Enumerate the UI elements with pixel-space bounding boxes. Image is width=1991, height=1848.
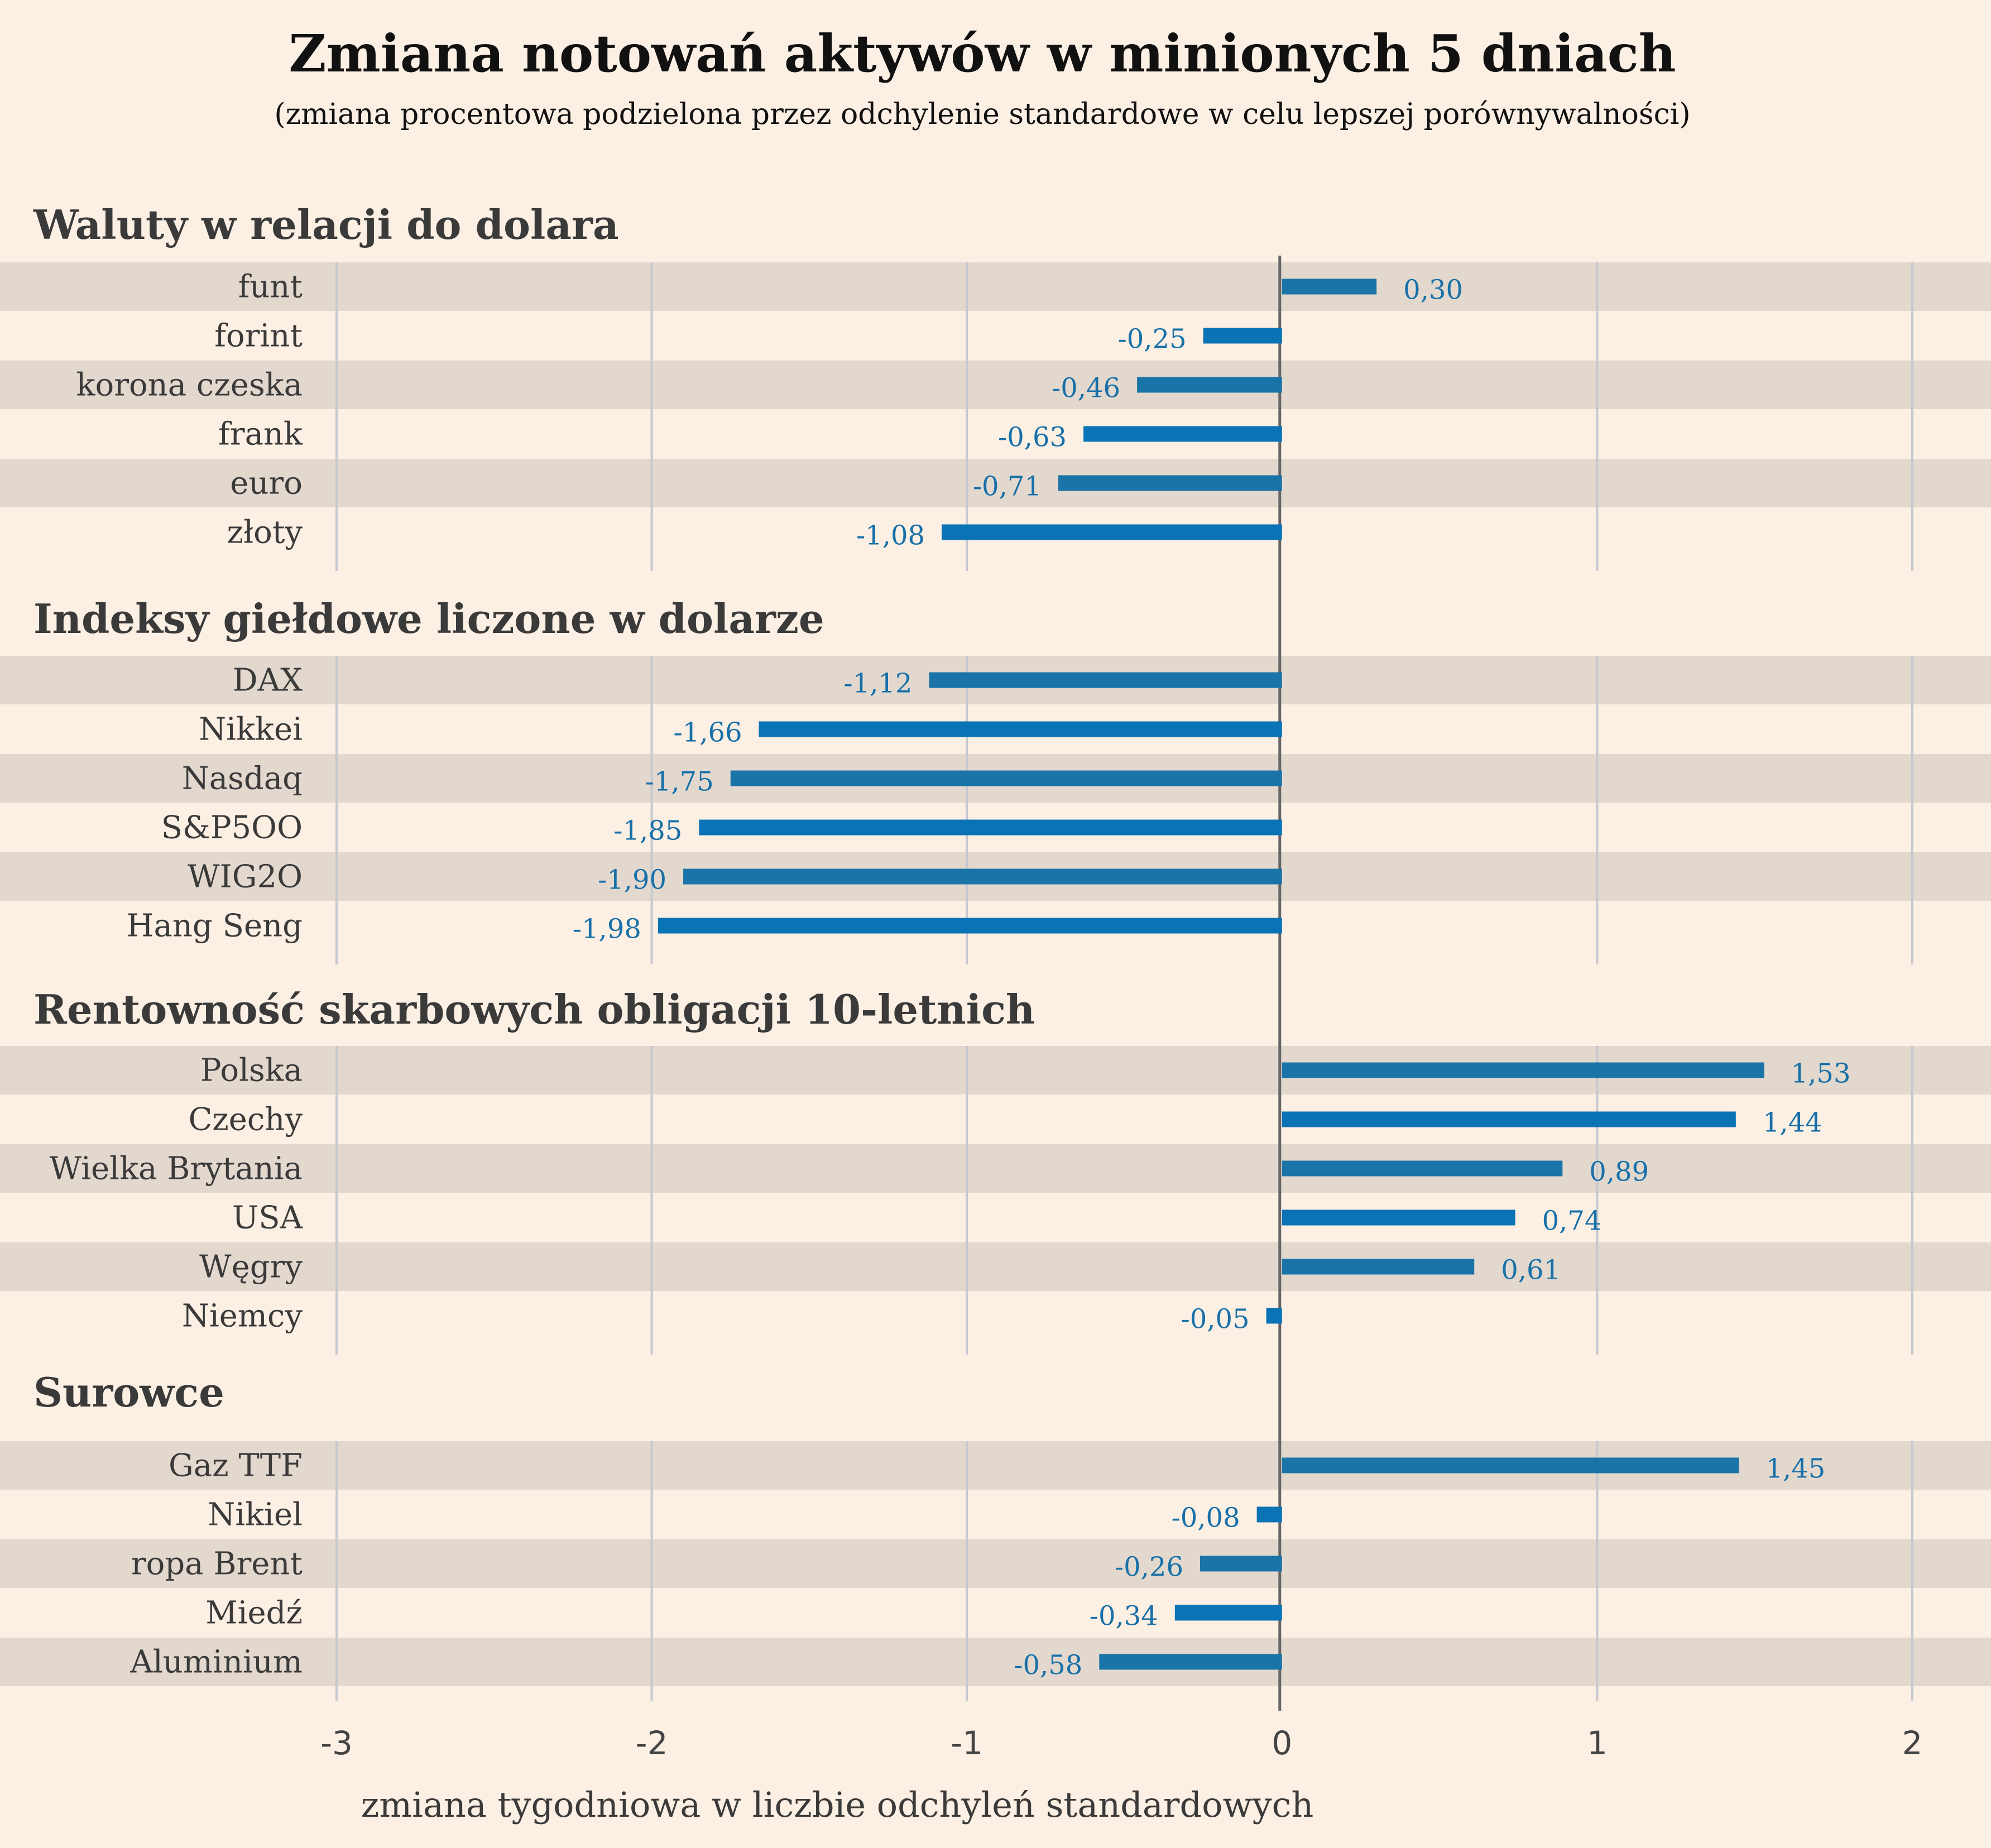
value-label: -0,58 [1014,1650,1082,1681]
value-label: -1,75 [645,766,714,798]
bar [1203,328,1282,344]
category-label: ropa Brent [131,1546,303,1582]
value-label: -1,08 [856,520,925,551]
value-label: 0,89 [1589,1156,1649,1188]
x-tick-label: 1 [1587,1724,1608,1762]
section-heading: Indeksy giełdowe liczone w dolarze [33,595,824,642]
value-label: -0,63 [998,422,1067,453]
bar [1256,1506,1282,1523]
value-label: 0,30 [1403,275,1463,306]
bar [1282,1062,1764,1078]
category-label: Niemcy [182,1298,303,1335]
bar [1282,1209,1515,1226]
category-label: złoty [227,515,303,551]
bar [1099,1654,1282,1670]
category-label: DAX [233,663,303,699]
value-label: 1,45 [1765,1453,1825,1485]
value-label: -1,98 [573,914,641,945]
category-label: Nikkei [199,712,303,748]
x-tick-label: -3 [320,1724,353,1762]
category-label: Wielka Brytania [50,1151,303,1187]
category-label: Hang Seng [127,908,303,944]
category-label: S&P5OO [161,810,303,846]
x-tick-label: 0 [1272,1724,1292,1762]
value-label: 1,44 [1763,1107,1822,1139]
category-label: Gaz TTF [169,1448,303,1484]
bar [1282,1160,1563,1177]
value-label: -0,08 [1172,1503,1240,1534]
value-label: 1,53 [1791,1058,1851,1089]
category-label: USA [232,1200,303,1236]
bars [658,279,1764,1670]
bar [1266,1308,1282,1324]
category-label: funt [238,269,303,305]
x-axis-ticks: -3 -2 -1 0 1 2 [320,1724,1922,1762]
bar [1282,1259,1475,1275]
x-tick-label: -2 [636,1724,668,1762]
section-heading: Surowce [33,1369,224,1416]
bar [929,672,1282,688]
chart-subtitle: (zmiana procentowa podzielona przez odch… [274,98,1690,131]
category-label: Czechy [188,1102,303,1138]
section-heading: Rentowność skarbowych obligacji 10-letni… [33,986,1035,1033]
labels: Waluty w relacji do dolara funt 0,30 forint… [33,201,1851,1681]
category-label: forint [214,318,303,354]
bar [1200,1556,1282,1572]
value-label: -0,25 [1118,324,1187,355]
category-label: korona czeska [76,367,303,404]
bar [1083,426,1282,442]
category-label: WIG2O [188,859,303,895]
value-label: 0,61 [1501,1255,1561,1286]
bar [683,868,1282,885]
bar [942,524,1282,540]
category-label: Aluminium [129,1644,303,1681]
value-label: -0,05 [1181,1304,1249,1335]
category-label: Miedź [205,1595,303,1631]
x-tick-label: 2 [1902,1724,1923,1762]
value-label: -1,90 [598,865,666,896]
row-band [0,1144,1991,1193]
bar [759,721,1282,737]
value-label: -1,66 [673,717,742,748]
row-band [0,262,1991,311]
chart-title: Zmiana notowań aktywów w minionych 5 dni… [289,23,1676,84]
value-label: 0,74 [1542,1206,1602,1237]
value-label: -0,46 [1052,373,1120,404]
row-band [0,1539,1991,1588]
row-band [0,459,1991,507]
value-label: -1,12 [843,668,912,699]
category-label: euro [230,465,303,502]
x-tick-label: -1 [951,1724,983,1762]
section-heading: Waluty w relacji do dolara [33,201,619,248]
category-label: Nikiel [208,1497,303,1533]
x-axis-label: zmiana tygodniowa w liczbie odchyleń sta… [361,1784,1314,1825]
row-band [0,1638,1991,1686]
value-label: -1,85 [613,815,682,847]
bar [1137,377,1282,393]
value-label: -0,26 [1115,1552,1183,1583]
bar [1174,1605,1282,1621]
category-label: Nasdaq [182,761,303,797]
bar [699,819,1282,836]
row-band [0,361,1991,409]
bar [1282,1457,1739,1473]
bar [1058,475,1282,491]
bar [1282,1111,1736,1127]
value-label: -0,34 [1090,1601,1158,1632]
category-label: Polska [200,1053,303,1089]
bar [1282,279,1377,295]
value-label: -0,71 [973,471,1042,502]
category-label: frank [218,416,303,453]
bar [730,770,1282,786]
category-label: Węgry [199,1249,303,1285]
row-band [0,1242,1991,1291]
gridlines [335,256,1913,1711]
bar [658,918,1282,934]
